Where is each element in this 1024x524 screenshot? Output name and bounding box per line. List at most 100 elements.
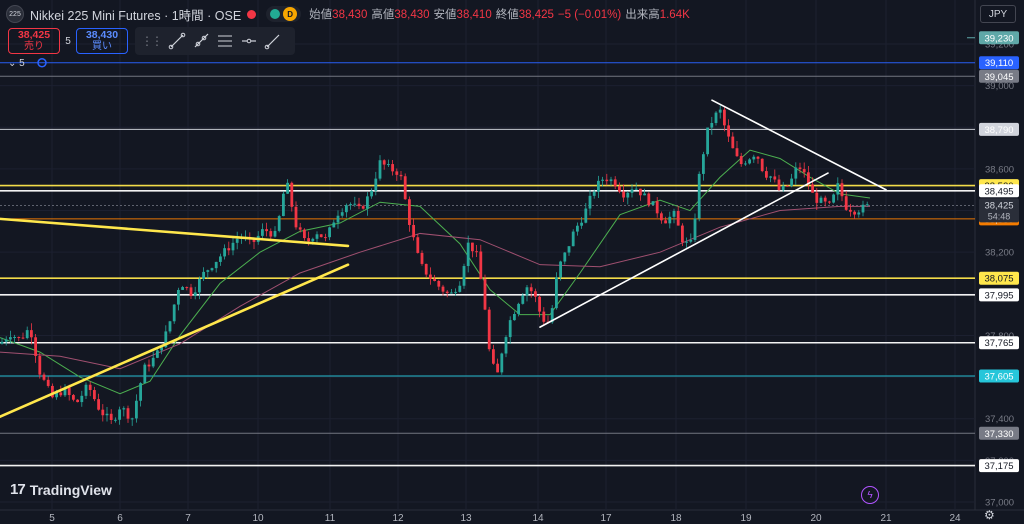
tradingview-logo-icon: 17 [10, 481, 26, 498]
candle-body [156, 350, 159, 358]
drag-handle-icon[interactable]: ⋮⋮ [141, 34, 163, 48]
candle-body [214, 261, 218, 269]
y-tick-label: 37,400 [985, 414, 1014, 425]
candle-body [315, 234, 319, 239]
candle-body [634, 188, 638, 190]
candle-body [231, 242, 235, 251]
channel-tool-icon[interactable] [213, 30, 237, 52]
candle-body [576, 225, 579, 232]
candle-body [303, 229, 306, 239]
candle-body [534, 291, 537, 297]
candle-body [97, 399, 100, 410]
indicator-collapse-button[interactable]: ⌄ 5 [8, 58, 25, 69]
candle-body [63, 387, 67, 396]
candle-body [265, 229, 268, 232]
candle-body [80, 395, 84, 403]
candle-body [72, 395, 75, 400]
candle-body [25, 330, 29, 339]
x-tick-label: 17 [600, 513, 612, 524]
symbol-title[interactable]: Nikkei 225 Mini Futures · 1時間 · OSE [30, 8, 242, 23]
candle-body [4, 339, 8, 342]
candle-body [0, 341, 4, 344]
candle-body [588, 195, 592, 209]
ohlc-label: 高値 [371, 9, 395, 21]
price-tag-label: 37,605 [984, 372, 1013, 383]
x-tick-label: 13 [460, 513, 472, 524]
moving-average-line [0, 149, 871, 395]
price-tag-label: 39,045 [984, 72, 1013, 83]
buy-button[interactable]: 38,430 買い [76, 28, 128, 54]
x-tick-label: 14 [532, 513, 544, 524]
ohlc-label: 安値 [433, 9, 457, 21]
status-pill[interactable]: D [266, 6, 302, 22]
candle-body [76, 399, 79, 403]
trade-panel: 38,425 売り 5 38,430 買い [8, 28, 128, 54]
candle-body [332, 222, 336, 228]
pencil-tool-icon[interactable] [261, 30, 285, 52]
candle-body [609, 179, 613, 182]
price-tag-label: 39,230 [984, 33, 1013, 44]
currency-selector[interactable]: JPY [980, 5, 1016, 23]
candle-body [853, 211, 856, 215]
candle-body [382, 160, 386, 165]
time-axis[interactable]: 5 6 7 10 11 12 13 14 17 18 19 20 21 24 [49, 513, 961, 524]
candle-body [139, 383, 142, 401]
candle-body [622, 191, 625, 198]
candle-body [861, 204, 865, 213]
indicator-count: 5 [19, 58, 25, 69]
drawing-toolbar: ⋮⋮ [135, 27, 295, 55]
lightning-icon[interactable]: ϟ [861, 486, 879, 504]
sell-label: 売り [24, 41, 44, 52]
candle-body [353, 203, 357, 205]
candle-body [105, 413, 109, 416]
market-closed-icon [247, 9, 257, 19]
candle-body [185, 287, 189, 289]
tradingview-watermark: 17 TradingView [10, 481, 112, 498]
candle-body [714, 112, 718, 123]
ray-tool-icon[interactable] [189, 30, 213, 52]
gear-icon[interactable]: ⚙ [984, 508, 995, 522]
sell-button[interactable]: 38,425 売り [8, 28, 60, 54]
candle-body [626, 192, 630, 198]
candle-body [781, 185, 785, 190]
trend-line-tool-icon[interactable] [165, 30, 189, 52]
candle-body [93, 390, 96, 400]
candle-body [294, 206, 298, 228]
y-tick-label: 38,200 [985, 248, 1014, 259]
chart-header: 225 Nikkei 225 Mini Futures · 1時間 · OSE … [0, 0, 975, 28]
candle-body [807, 172, 810, 185]
candle-body [555, 277, 558, 309]
candle-body [651, 201, 655, 205]
candle-body [471, 242, 474, 252]
candle-body [109, 413, 113, 420]
candle-body [601, 179, 604, 181]
candle-body [328, 227, 331, 238]
candle-body [550, 308, 554, 323]
candle-body [399, 174, 403, 177]
candle-body [67, 387, 71, 396]
candle-body [802, 169, 806, 173]
candle-body [723, 109, 726, 126]
y-tick-label: 38,600 [985, 164, 1014, 175]
x-tick-label: 21 [880, 513, 892, 524]
candle-body [433, 278, 436, 282]
candle-body [735, 148, 739, 157]
horizontal-line-tool-icon[interactable] [237, 30, 261, 52]
candle-body [408, 199, 411, 225]
price-tag-label: 38,495 [984, 186, 1013, 197]
candle-body [345, 205, 348, 213]
candle-body [21, 337, 25, 339]
candle-body [538, 296, 541, 312]
candle-body [769, 176, 772, 178]
price-tag-bg [979, 459, 1019, 473]
candle-body [189, 287, 193, 297]
symbol-logo[interactable]: 225 [6, 5, 24, 23]
candle-body [34, 337, 37, 356]
ohlc-value: 38,430 [332, 9, 368, 21]
candle-body [412, 224, 415, 238]
x-tick-label: 24 [949, 513, 961, 524]
delay-badge: D [283, 7, 298, 21]
candle-body [760, 158, 764, 172]
data-status-icon [270, 9, 281, 19]
